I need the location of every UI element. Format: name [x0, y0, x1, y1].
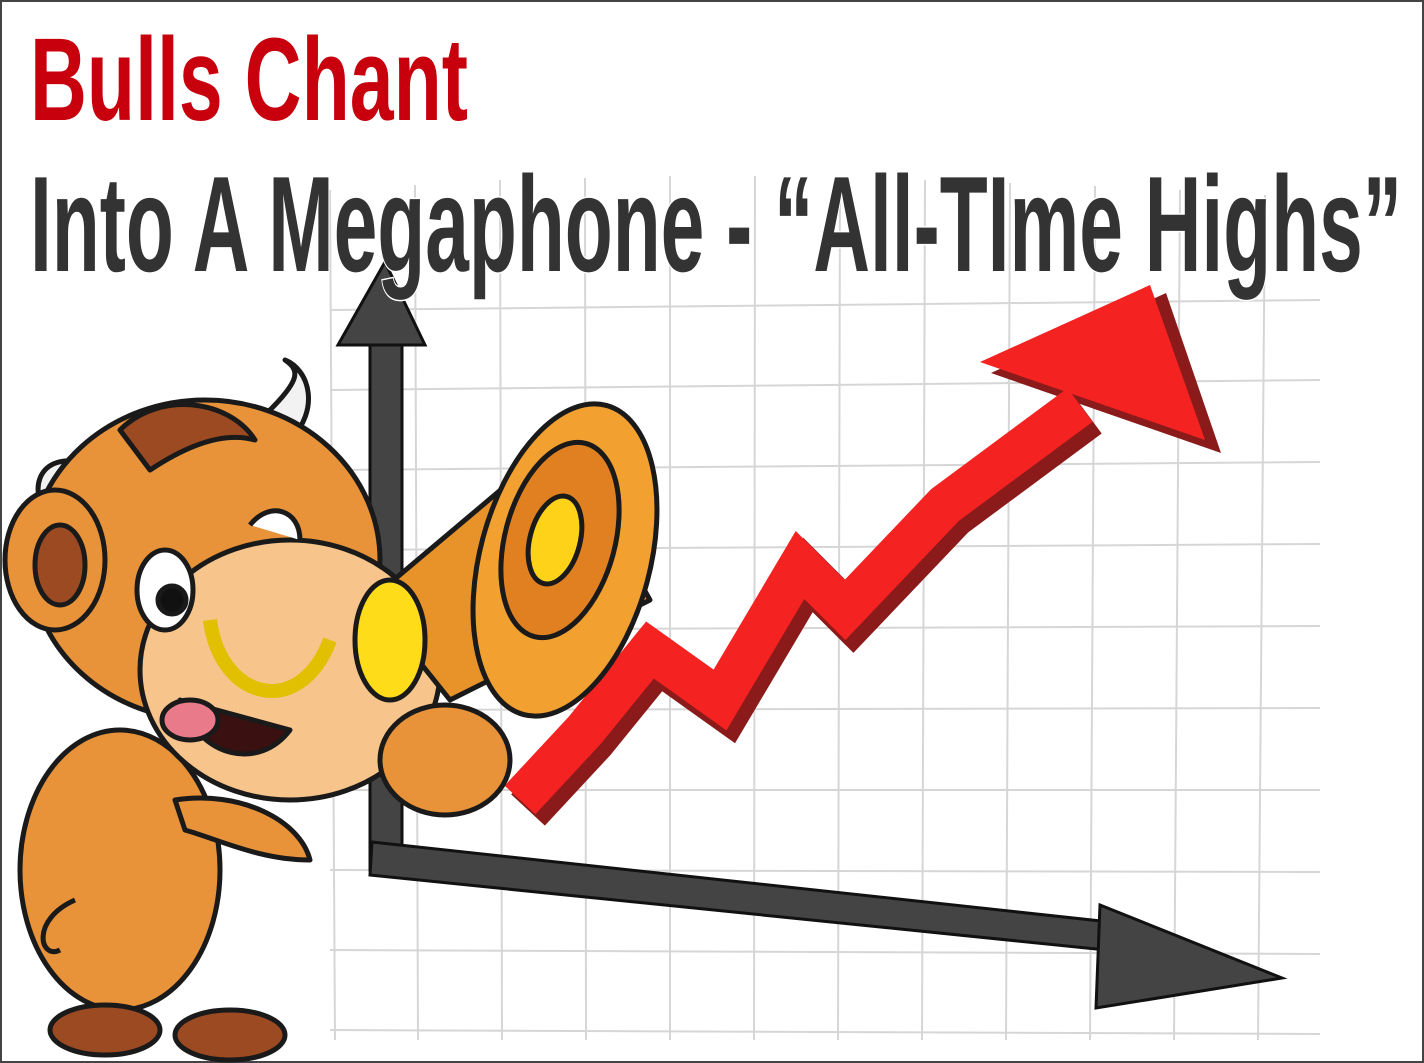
subtitle: Into A Megaphone - “All-TIme Highs” [30, 148, 1402, 300]
x-axis-arrow [368, 840, 1288, 1010]
bull-mascot [2, 357, 660, 1063]
trend-arrow [504, 285, 1221, 826]
title: Bulls Chant [30, 14, 468, 146]
